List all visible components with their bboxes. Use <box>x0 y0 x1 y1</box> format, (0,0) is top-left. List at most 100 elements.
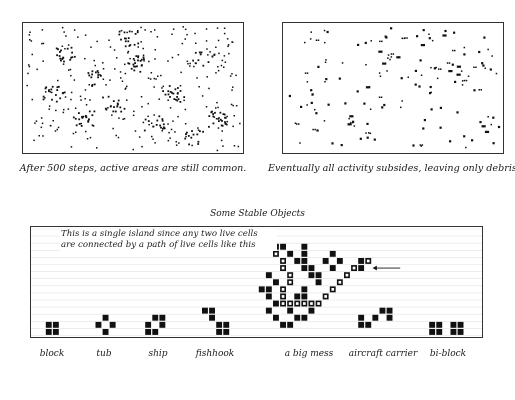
debris-cell <box>324 41 326 44</box>
live-cell <box>197 127 199 129</box>
big-mess-cell <box>301 250 308 257</box>
debris-cell <box>294 122 297 124</box>
debris-cell <box>384 62 387 65</box>
live-cell <box>85 116 88 119</box>
debris-cell <box>492 142 495 145</box>
debris-cell <box>428 37 431 40</box>
live-cell <box>80 125 83 127</box>
debris-cell <box>463 135 466 138</box>
live-cell <box>144 29 146 31</box>
live-cell <box>64 96 67 98</box>
live-cell <box>42 95 45 98</box>
debris-cell <box>365 86 369 89</box>
ship-cell <box>159 314 166 321</box>
big-mess-cell <box>258 286 265 293</box>
live-cell <box>107 95 110 98</box>
live-cell <box>202 64 205 67</box>
live-cell <box>62 57 65 59</box>
block-cell <box>45 321 52 328</box>
path-cell-marker <box>281 295 285 298</box>
live-cell <box>221 130 223 132</box>
live-cell <box>181 42 184 45</box>
live-cell <box>132 148 134 151</box>
debris-cell <box>484 130 488 133</box>
live-cell <box>140 96 143 98</box>
big-mess-cell <box>265 286 272 293</box>
debris-cell <box>306 72 309 74</box>
debris-cell <box>419 59 422 62</box>
big-mess-cell <box>287 321 294 328</box>
live-cell <box>72 132 75 135</box>
live-cell <box>168 131 170 134</box>
live-cell <box>80 99 82 101</box>
live-cell <box>147 77 150 79</box>
live-cell <box>226 124 228 126</box>
live-cell <box>50 88 53 91</box>
debris-cell <box>487 48 489 51</box>
live-cell <box>84 89 87 91</box>
live-cell <box>201 95 204 97</box>
big-mess-cell <box>273 279 279 286</box>
debris-cell <box>350 121 352 124</box>
live-cell <box>42 60 44 62</box>
live-cell <box>222 113 225 115</box>
label-bi-block: bi-block <box>429 349 467 359</box>
debris-cell <box>416 35 419 38</box>
label-fishhook: fishhook <box>195 349 235 359</box>
live-cell <box>61 26 64 29</box>
debris-cell <box>461 80 464 82</box>
live-cell <box>190 136 193 139</box>
debris-cell <box>487 116 489 118</box>
debris-cell <box>325 78 328 81</box>
live-cell <box>163 127 166 130</box>
live-cell <box>28 34 31 36</box>
live-cell <box>129 57 131 60</box>
live-cell <box>87 72 90 74</box>
debris-cell <box>379 75 382 77</box>
live-cell <box>187 63 189 65</box>
live-cell <box>195 42 197 44</box>
live-cell <box>189 62 191 65</box>
fishhook-cell <box>223 321 230 328</box>
ship-cell <box>152 329 159 335</box>
live-cell <box>100 74 102 77</box>
live-cell <box>26 84 28 87</box>
debris-cell <box>344 102 347 105</box>
live-cell <box>111 114 113 116</box>
live-cell <box>73 29 76 31</box>
debris-cell <box>422 29 425 32</box>
debris-cell <box>450 70 453 73</box>
path-cell-marker <box>288 302 292 305</box>
debris-cell <box>352 121 354 124</box>
aircraft-carrier-cell <box>379 307 386 314</box>
big-mess-cell <box>280 321 286 328</box>
live-cell <box>205 28 208 30</box>
live-cell <box>128 45 131 47</box>
debris-cell <box>359 137 362 140</box>
live-cell <box>51 85 54 88</box>
debris-cell <box>326 30 329 34</box>
path-cell-marker <box>288 273 292 277</box>
debris-cell <box>467 75 470 77</box>
live-cell <box>113 49 116 51</box>
debris-cell <box>310 89 313 92</box>
label-block: block <box>39 349 65 359</box>
live-cell <box>224 121 226 123</box>
live-cell <box>133 110 135 113</box>
live-cell <box>197 59 200 62</box>
live-cell <box>127 40 130 43</box>
bi-block-cell <box>457 321 464 328</box>
annotation-line-1: This is a single island since any two li… <box>61 229 258 239</box>
debris-cell <box>422 127 425 130</box>
live-cell <box>233 115 235 117</box>
live-cell <box>162 127 164 130</box>
live-cell <box>116 105 119 107</box>
live-cell <box>133 65 135 68</box>
live-cell <box>184 108 187 111</box>
live-cell <box>63 91 66 94</box>
debris-cell <box>347 123 350 126</box>
live-cell <box>118 30 121 33</box>
live-cell <box>112 110 115 113</box>
live-cell <box>207 61 210 63</box>
live-cell <box>140 41 142 43</box>
